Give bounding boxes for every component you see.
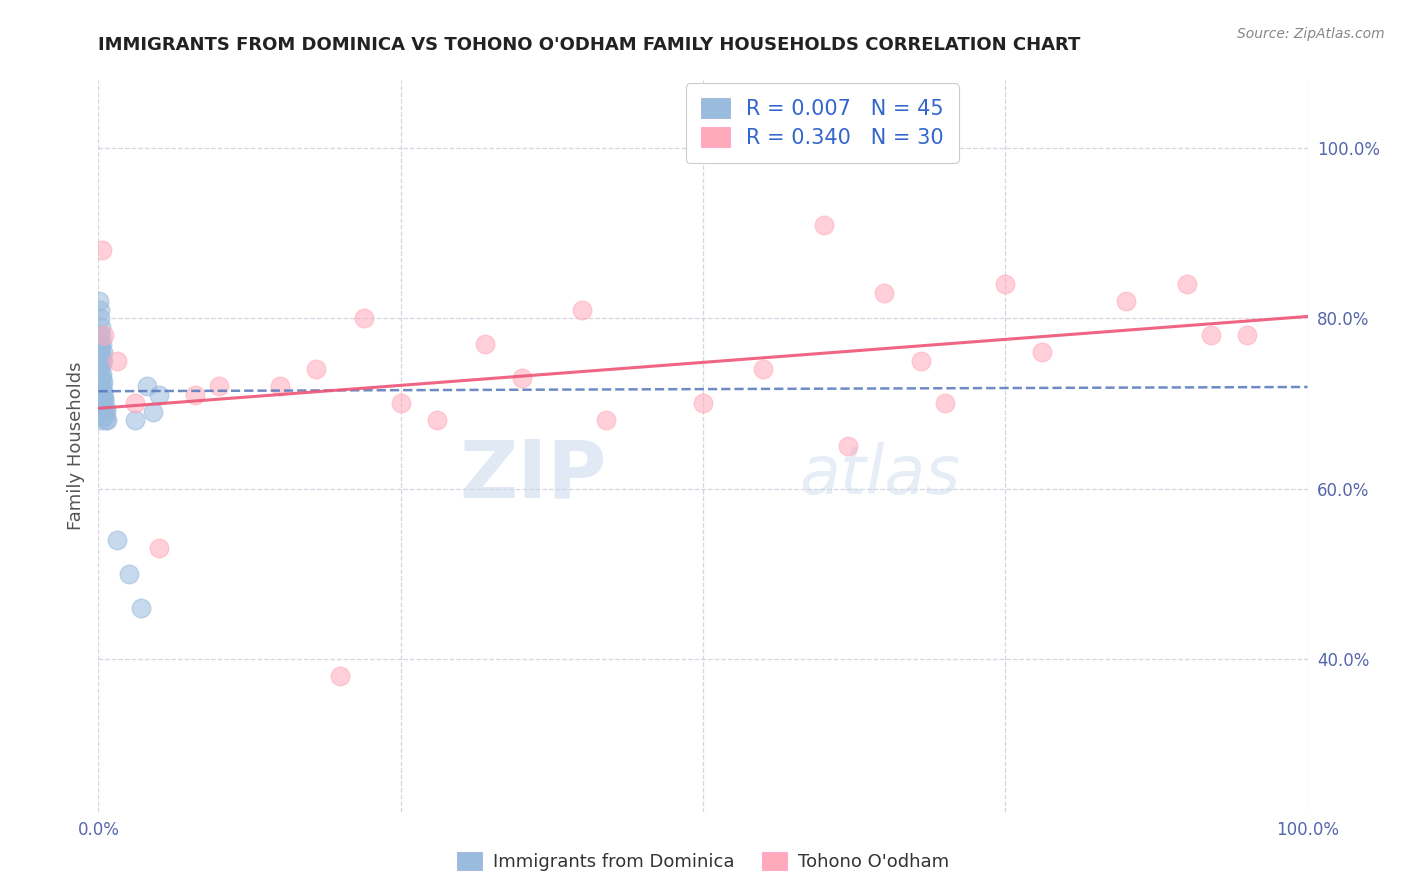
Point (91, 244, 114, 258)
Text: Source: ZipAtlas.com: Source: ZipAtlas.com (1237, 27, 1385, 41)
Point (510, 371, 533, 385)
Point (389, 396, 412, 410)
Point (142, 405, 165, 419)
Point (96, 413, 118, 427)
Point (813, 218, 835, 232)
Point (91, 396, 114, 410)
Point (1199, 328, 1222, 343)
Point (91, 354, 114, 368)
Point (91, 384, 114, 398)
Legend: R = 0.007   N = 45, R = 0.340   N = 30: R = 0.007 N = 45, R = 0.340 N = 30 (686, 83, 959, 163)
Point (994, 277, 1017, 292)
Point (90, 328, 112, 343)
Point (752, 362, 775, 376)
Point (93, 392, 115, 407)
Point (1031, 345, 1053, 359)
Point (89, 302, 111, 317)
Point (91, 375, 114, 389)
Point (910, 354, 932, 368)
Point (934, 396, 956, 410)
Point (91, 371, 114, 385)
Point (90, 388, 112, 402)
Point (90, 350, 112, 364)
Point (89, 362, 111, 376)
Point (93, 409, 115, 424)
Point (87, 328, 110, 343)
Point (93, 405, 115, 419)
Point (91, 405, 114, 419)
Point (148, 541, 170, 555)
Point (105, 533, 128, 547)
Point (89, 341, 111, 355)
Text: atlas: atlas (800, 442, 960, 508)
Text: ZIP: ZIP (458, 436, 606, 515)
Point (91, 388, 114, 402)
Legend: Immigrants from Dominica, Tohono O'odham: Immigrants from Dominica, Tohono O'odham (450, 846, 956, 879)
Point (692, 396, 714, 410)
Point (87, 294, 110, 309)
Point (90, 371, 112, 385)
Point (89, 311, 111, 326)
Point (426, 413, 449, 427)
Point (91, 388, 114, 402)
Point (91, 367, 114, 381)
Point (90, 320, 112, 334)
Point (1175, 277, 1198, 292)
Point (90, 413, 112, 427)
Point (105, 354, 128, 368)
Point (595, 413, 617, 427)
Point (305, 362, 328, 376)
Point (571, 302, 593, 317)
Point (91, 379, 114, 393)
Point (474, 337, 496, 351)
Point (90, 345, 112, 359)
Point (93, 392, 115, 407)
Point (124, 396, 146, 410)
Point (91, 345, 114, 359)
Point (91, 337, 114, 351)
Point (184, 388, 207, 402)
Point (93, 328, 115, 343)
Point (94, 405, 117, 419)
Point (89, 337, 111, 351)
Y-axis label: Family Households: Family Households (66, 362, 84, 530)
Point (1236, 328, 1258, 343)
Point (353, 311, 375, 326)
Point (329, 668, 352, 682)
Point (89, 396, 111, 410)
Point (90, 358, 112, 372)
Point (135, 379, 157, 393)
Point (89, 379, 111, 393)
Point (208, 379, 231, 393)
Point (94, 413, 117, 427)
Point (94, 401, 117, 415)
Point (148, 388, 170, 402)
Point (873, 285, 896, 300)
Point (118, 566, 141, 581)
Point (129, 600, 152, 615)
Point (89, 354, 111, 368)
Point (269, 379, 291, 393)
Text: IMMIGRANTS FROM DOMINICA VS TOHONO O'ODHAM FAMILY HOUSEHOLDS CORRELATION CHART: IMMIGRANTS FROM DOMINICA VS TOHONO O'ODH… (98, 36, 1081, 54)
Point (837, 439, 859, 453)
Point (1115, 294, 1137, 309)
Point (124, 413, 146, 427)
